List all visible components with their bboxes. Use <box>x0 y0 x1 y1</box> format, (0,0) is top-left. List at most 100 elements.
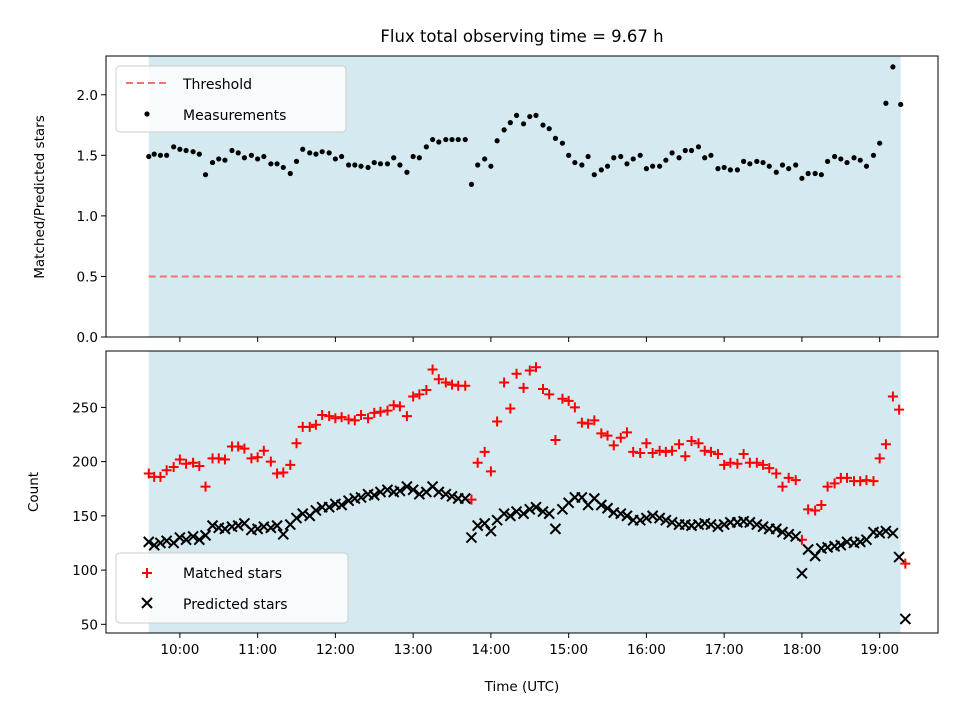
data-point <box>343 414 354 425</box>
data-point <box>712 449 723 460</box>
data-point <box>550 434 561 445</box>
chart-title: Flux total observing time = 9.67 h <box>380 27 663 46</box>
data-point <box>822 481 833 492</box>
data-point <box>488 163 494 169</box>
data-point <box>744 516 756 529</box>
data-point <box>482 156 488 162</box>
data-point <box>209 159 216 166</box>
data-point <box>686 436 697 447</box>
data-point <box>754 158 760 164</box>
data-point <box>174 454 185 465</box>
data-point <box>669 150 675 156</box>
data-point <box>433 486 445 498</box>
data-point <box>401 480 413 493</box>
data-point <box>766 163 772 169</box>
data-point <box>812 170 818 177</box>
data-point <box>330 413 341 424</box>
data-point <box>404 169 410 175</box>
data-point <box>643 166 650 172</box>
data-point <box>339 153 345 160</box>
data-point <box>835 539 847 551</box>
data-point <box>741 158 747 164</box>
data-point <box>297 507 309 520</box>
data-point <box>546 126 552 132</box>
data-point <box>394 401 405 412</box>
data-point <box>252 452 263 463</box>
data-point <box>466 494 477 505</box>
data-point <box>705 518 717 531</box>
data-point <box>151 151 157 157</box>
data-point <box>202 172 209 178</box>
data-point <box>213 453 224 464</box>
data-point <box>143 536 155 548</box>
data-point <box>803 504 814 515</box>
data-point <box>635 447 646 458</box>
data-point <box>498 507 510 520</box>
data-point <box>499 377 510 388</box>
data-point <box>583 418 594 429</box>
data-point <box>641 438 652 449</box>
data-point <box>530 362 541 373</box>
data-point <box>239 443 250 454</box>
data-point <box>653 512 666 524</box>
data-point <box>868 476 879 487</box>
data-point <box>365 164 371 171</box>
data-point <box>423 144 429 150</box>
data-point <box>779 162 786 168</box>
data-point <box>479 446 490 457</box>
data-point <box>443 136 449 143</box>
data-point <box>688 147 695 154</box>
data-point <box>229 147 235 154</box>
data-point <box>530 501 542 513</box>
data-point <box>171 144 177 150</box>
data-point <box>455 136 461 143</box>
data-point <box>187 530 199 543</box>
ratio-axes-frame <box>105 55 939 338</box>
data-point <box>241 155 248 161</box>
data-point <box>601 502 614 514</box>
data-point <box>682 147 688 154</box>
data-point <box>543 507 555 520</box>
data-point <box>369 407 380 418</box>
data-point <box>157 152 164 158</box>
ratio-y-axis-label: Matched/Predicted stars <box>32 115 48 278</box>
data-point <box>719 459 730 470</box>
data-point <box>524 503 536 516</box>
data-point <box>877 140 883 146</box>
data-point <box>161 465 172 476</box>
data-point <box>313 151 319 157</box>
data-point <box>764 463 775 474</box>
data-point <box>265 522 277 534</box>
data-point <box>732 458 743 469</box>
data-point <box>462 136 468 143</box>
data-point <box>771 468 782 479</box>
series-matched-stars <box>143 362 911 569</box>
data-point <box>188 457 199 468</box>
data-point <box>810 505 821 516</box>
y-tick-label: 0.0 <box>77 330 98 346</box>
data-point <box>861 475 872 486</box>
x-tick-label: 10:00 <box>160 642 199 658</box>
data-point <box>513 112 520 118</box>
data-point <box>552 135 559 141</box>
data-point <box>829 478 840 489</box>
data-point <box>468 181 475 187</box>
data-point <box>727 167 733 173</box>
data-point <box>232 519 244 532</box>
data-point <box>786 166 792 172</box>
data-point <box>472 457 483 468</box>
data-point <box>291 438 302 449</box>
data-point <box>863 163 870 169</box>
data-point <box>715 166 721 172</box>
data-point <box>824 158 831 164</box>
data-point <box>346 162 352 168</box>
data-point <box>310 504 322 517</box>
data-point <box>873 527 886 539</box>
data-point <box>563 395 574 406</box>
data-point <box>557 393 568 404</box>
data-point <box>579 162 585 168</box>
data-point <box>615 507 627 520</box>
data-point <box>300 146 306 152</box>
data-point <box>407 484 419 496</box>
